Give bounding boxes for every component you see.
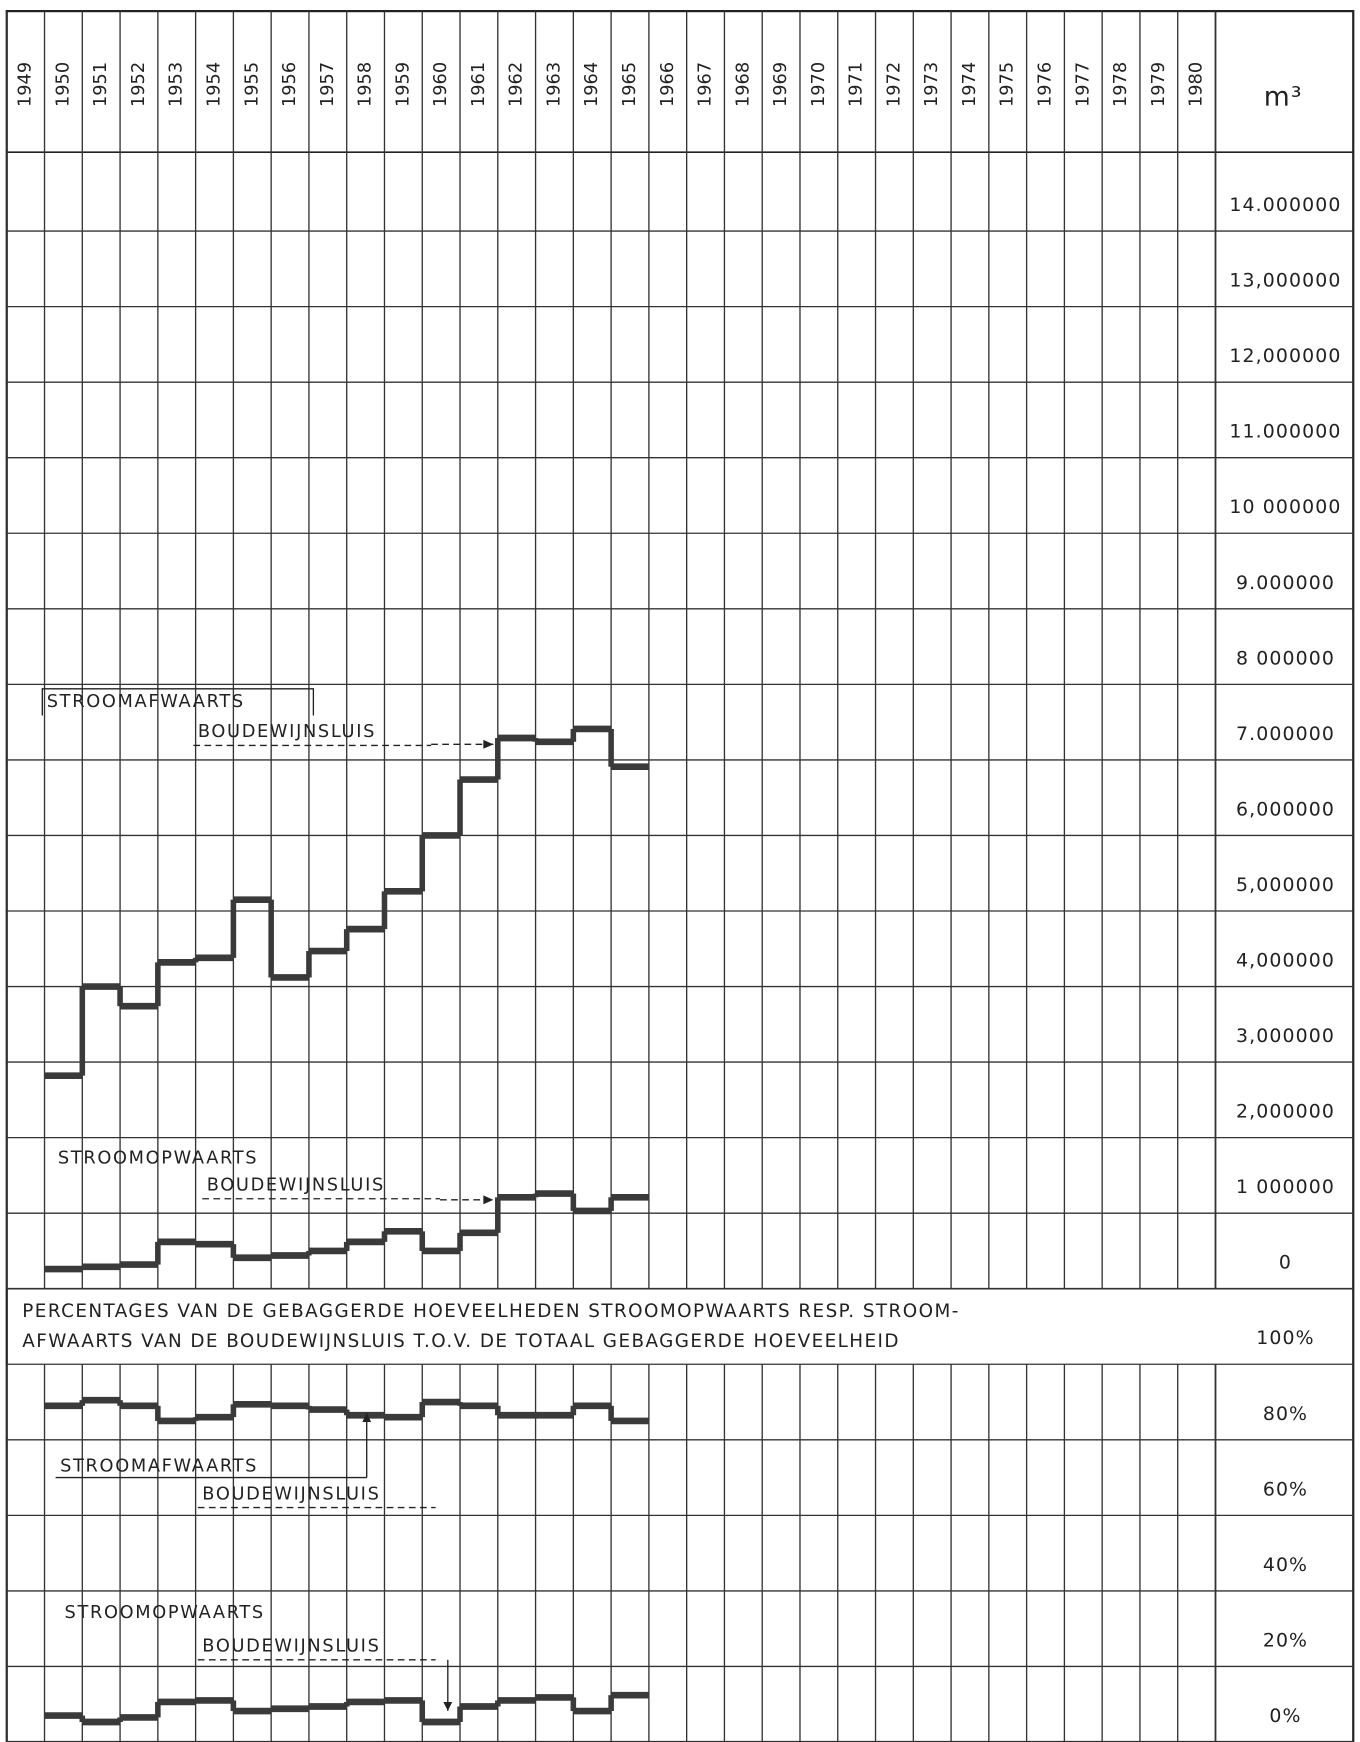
x-tick-label: 1973: [922, 62, 942, 107]
series-label: STROOMAFWAARTS: [60, 1456, 258, 1476]
y-tick-label: 80%: [1263, 1403, 1308, 1425]
chart-title: AFWAARTS VAN DE BOUDEWIJNSLUIS T.O.V. DE…: [22, 1331, 900, 1352]
y-tick-label: 1 000000: [1236, 1176, 1335, 1198]
x-tick-label: 1979: [1149, 62, 1169, 107]
y-tick-label: 14.000000: [1229, 194, 1341, 216]
x-tick-label: 1959: [393, 62, 413, 107]
x-tick-label: 1949: [16, 62, 36, 107]
x-tick-label: 1964: [582, 62, 602, 107]
y-tick-label: 0: [1279, 1252, 1292, 1274]
arrow-head: [483, 1195, 494, 1205]
x-tick-label: 1975: [998, 62, 1018, 107]
series-label: STROOMOPWAARTS: [65, 1603, 265, 1623]
series-label: BOUDEWIJNSLUIS: [202, 1484, 380, 1504]
x-tick-label: 1976: [1036, 62, 1056, 107]
y-tick-label: 10 000000: [1229, 496, 1341, 518]
x-tick-label: 1954: [205, 62, 225, 107]
arrow-head: [443, 1702, 453, 1711]
y-tick-label: 8 000000: [1236, 647, 1335, 669]
series-label: BOUDEWIJNSLUIS: [207, 1175, 385, 1195]
x-tick-label: 1978: [1111, 62, 1131, 107]
x-tick-label: 1953: [167, 62, 187, 107]
x-tick-label: 1966: [658, 62, 678, 107]
arrow-head: [362, 1413, 372, 1423]
y-tick-label: 5,000000: [1236, 874, 1335, 896]
series-label: STROOMAFWAARTS: [47, 692, 245, 712]
y-tick-label: 12,000000: [1229, 345, 1341, 367]
y-tick-label: 9.000000: [1236, 572, 1335, 594]
chart-title: PERCENTAGES VAN DE GEBAGGERDE HOEVEELHED…: [22, 1301, 960, 1322]
unit-label: m³: [1264, 81, 1303, 112]
x-tick-label: 1952: [129, 62, 149, 107]
x-tick-label: 1951: [91, 62, 111, 107]
y-tick-label: 7.000000: [1236, 723, 1335, 745]
x-tick-label: 1977: [1073, 62, 1093, 107]
x-tick-label: 1974: [960, 62, 980, 107]
x-tick-label: 1960: [431, 62, 451, 107]
y-tick-label: 60%: [1263, 1478, 1308, 1500]
x-tick-label: 1958: [356, 62, 376, 107]
x-tick-label: 1971: [847, 62, 867, 107]
y-tick-label: 3,000000: [1236, 1025, 1335, 1047]
x-tick-label: 1950: [53, 62, 73, 107]
x-tick-label: 1965: [620, 62, 640, 107]
x-tick-label: 1968: [733, 62, 753, 107]
x-tick-label: 1956: [280, 62, 300, 107]
series-label: BOUDEWIJNSLUIS: [202, 1636, 380, 1656]
frame: [5, 9, 1355, 1742]
series-label: STROOMOPWAARTS: [58, 1149, 258, 1169]
x-tick-label: 1967: [696, 62, 716, 107]
x-tick-label: 1957: [318, 62, 338, 107]
y-tick-label: 40%: [1263, 1554, 1308, 1576]
x-tick-label: 1962: [507, 62, 527, 107]
x-tick-label: 1972: [884, 62, 904, 107]
y-tick-label: 0%: [1269, 1705, 1301, 1727]
label-box: [41, 688, 315, 716]
x-tick-label: 1961: [469, 62, 489, 107]
x-tick-label: 1969: [771, 62, 791, 107]
x-tick-label: 1980: [1187, 62, 1207, 107]
y-tick-label: 4,000000: [1236, 949, 1335, 971]
y-tick-label: 2,000000: [1236, 1101, 1335, 1123]
x-tick-label: 1955: [242, 62, 262, 107]
y-tick-label: 11.000000: [1229, 421, 1341, 443]
y-tick-label: 100%: [1256, 1327, 1314, 1349]
series-label: BOUDEWIJNSLUIS: [198, 722, 376, 742]
y-tick-label: 20%: [1263, 1629, 1308, 1651]
y-tick-label: 6,000000: [1236, 798, 1335, 820]
y-tick-label: 13,000000: [1229, 270, 1341, 292]
x-tick-label: 1970: [809, 62, 829, 107]
x-tick-label: 1963: [544, 62, 564, 107]
arrow-head: [483, 739, 494, 749]
